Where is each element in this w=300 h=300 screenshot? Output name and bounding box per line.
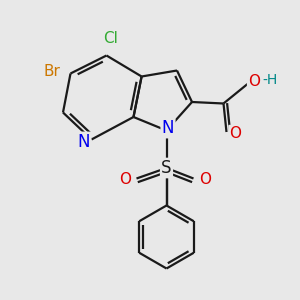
Text: O: O xyxy=(119,172,131,188)
Text: O: O xyxy=(248,74,260,89)
Text: Cl: Cl xyxy=(103,32,118,46)
Text: O: O xyxy=(199,172,211,188)
Text: S: S xyxy=(161,159,172,177)
Text: Br: Br xyxy=(44,64,60,79)
Text: -H: -H xyxy=(262,74,278,87)
Text: O: O xyxy=(230,126,242,141)
Text: N: N xyxy=(162,119,174,137)
Text: N: N xyxy=(78,133,90,151)
